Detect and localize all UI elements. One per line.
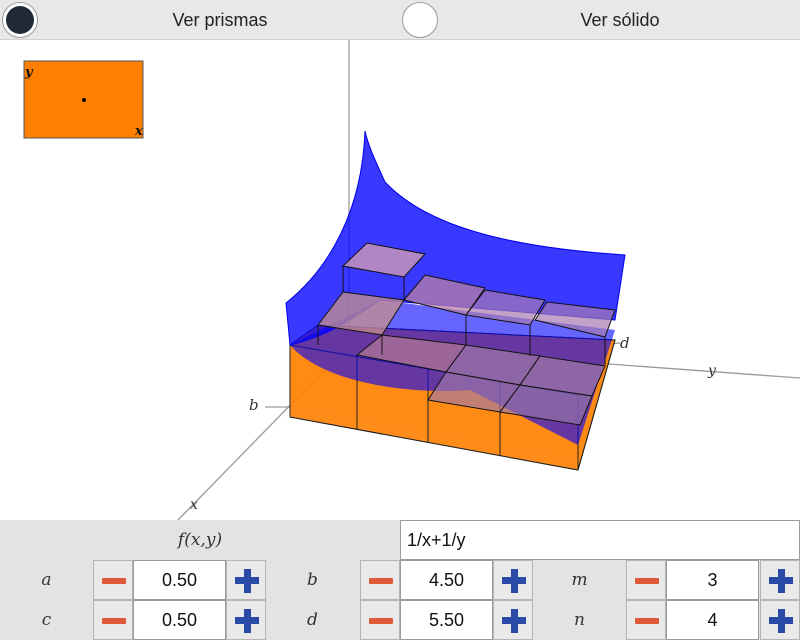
- d-plus-button[interactable]: [493, 600, 533, 640]
- plus-icon-vertical: [510, 609, 518, 633]
- radio-selected-dot: [6, 6, 34, 34]
- view-toggle-bar: Ver prismas Ver sólido: [0, 0, 800, 40]
- function-input[interactable]: 1/x+1/y: [400, 520, 800, 560]
- minus-icon: [102, 618, 126, 624]
- b-plus-button[interactable]: [493, 560, 533, 600]
- plus-icon-vertical: [777, 569, 785, 593]
- a-value-field[interactable]: 0.50: [133, 560, 226, 600]
- c-plus-button[interactable]: [226, 600, 266, 640]
- c-minus-button[interactable]: [93, 600, 133, 640]
- radio-ver-prismas[interactable]: [0, 0, 40, 40]
- plus-icon-vertical: [510, 569, 518, 593]
- plus-icon-vertical: [243, 569, 251, 593]
- minus-icon: [102, 578, 126, 584]
- minimap-y-label: y: [24, 65, 34, 80]
- prism-tops: [317, 242, 616, 426]
- radio-ver-solido[interactable]: [400, 0, 440, 40]
- b-value-field[interactable]: 4.50: [400, 560, 493, 600]
- minus-icon: [635, 578, 659, 584]
- function-label: f(x,y): [177, 530, 223, 550]
- toggle-ver-prismas-label: Ver prismas: [172, 10, 268, 30]
- param-label-b: b: [307, 570, 318, 590]
- minimap-x-label: x: [134, 124, 143, 139]
- param-label-d: d: [307, 610, 318, 630]
- axis-label-d: d: [620, 334, 630, 352]
- c-value-field[interactable]: 0.50: [133, 600, 226, 640]
- axis-label-b: b: [249, 396, 259, 414]
- param-label-c: c: [41, 610, 52, 630]
- toggle-ver-solido[interactable]: Ver sólido: [400, 0, 800, 40]
- n-minus-button[interactable]: [626, 600, 666, 640]
- minus-icon: [635, 618, 659, 624]
- 3d-viewer[interactable]: b d y x y x: [0, 40, 800, 520]
- axis-label-x: x: [190, 497, 198, 513]
- m-minus-button[interactable]: [626, 560, 666, 600]
- domain-minimap: y x: [23, 60, 144, 139]
- param-label-m: m: [571, 570, 588, 590]
- n-plus-button[interactable]: [760, 600, 800, 640]
- axis-label-y: y: [707, 363, 717, 379]
- toggle-ver-solido-label: Ver sólido: [580, 10, 660, 30]
- a-plus-button[interactable]: [226, 560, 266, 600]
- control-panel: f(x,y) 1/x+1/y a 0.50 b 4.50 m 3 c 0.50 …: [0, 520, 800, 640]
- minus-icon: [369, 618, 393, 624]
- radio-ring: [402, 2, 438, 38]
- a-minus-button[interactable]: [93, 560, 133, 600]
- m-value-field[interactable]: 3: [666, 560, 759, 600]
- toggle-ver-prismas[interactable]: Ver prismas: [0, 0, 400, 40]
- param-label-a: a: [41, 570, 52, 590]
- d-minus-button[interactable]: [360, 600, 400, 640]
- plus-icon-vertical: [243, 609, 251, 633]
- b-minus-button[interactable]: [360, 560, 400, 600]
- d-value-field[interactable]: 5.50: [400, 600, 493, 640]
- n-value-field[interactable]: 4: [666, 600, 759, 640]
- m-plus-button[interactable]: [760, 560, 800, 600]
- minimap-point: [82, 98, 86, 102]
- param-label-n: n: [574, 610, 585, 630]
- minus-icon: [369, 578, 393, 584]
- plus-icon-vertical: [777, 609, 785, 633]
